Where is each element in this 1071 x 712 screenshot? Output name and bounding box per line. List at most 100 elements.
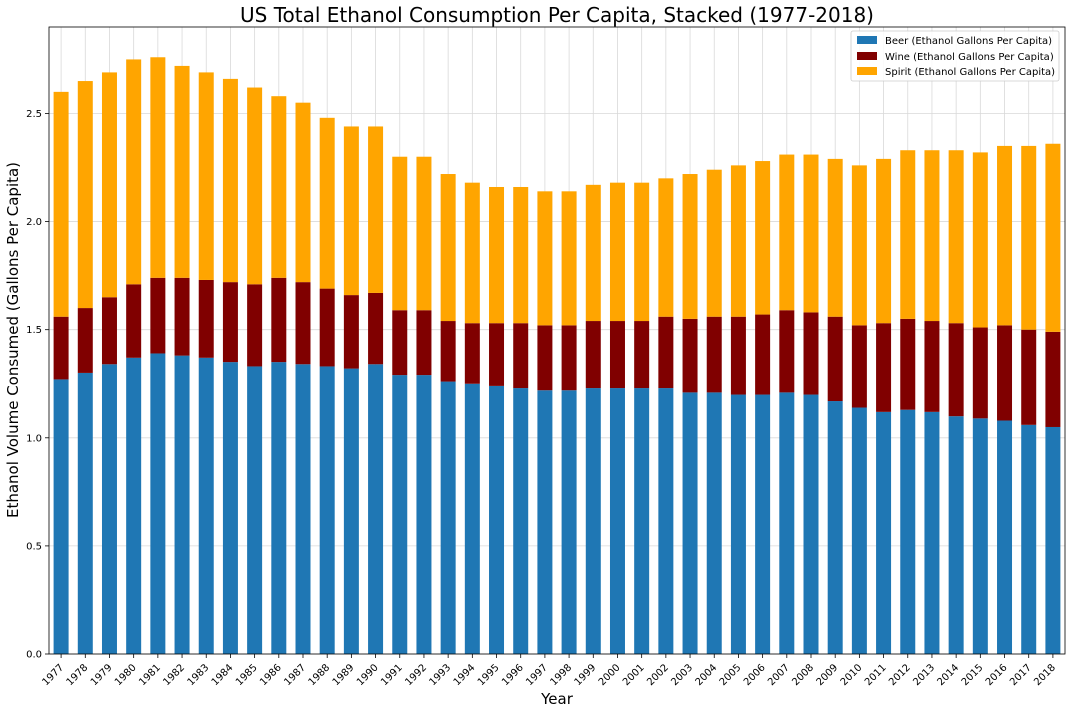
bar-beer-2010 (851, 407, 867, 654)
x-tick-label: 1980 (113, 662, 139, 688)
bar-beer-2008 (803, 394, 819, 654)
x-tick-label: 2009 (815, 662, 841, 688)
x-tick-label: 2004 (694, 662, 720, 688)
x-tick-label: 2000 (597, 662, 623, 688)
bar-beer-2006 (755, 394, 771, 654)
bar-beer-2005 (730, 394, 746, 654)
bar-wine-2016 (997, 325, 1013, 421)
x-tick-label: 1979 (89, 662, 115, 688)
bars (53, 57, 1061, 654)
x-tick-label: 1993 (427, 662, 453, 688)
x-tick-label: 1982 (161, 662, 187, 688)
bar-spirit-2016 (997, 145, 1013, 326)
x-tick-label: 1988 (307, 662, 333, 688)
bar-beer-1994 (464, 383, 480, 654)
bar-spirit-1997 (537, 191, 553, 326)
bar-wine-2014 (948, 323, 964, 417)
bar-spirit-1988 (319, 117, 335, 289)
bar-beer-1985 (247, 366, 263, 654)
plot-frame (48, 26, 1066, 655)
bar-beer-1982 (174, 355, 190, 654)
x-tick-label: 2003 (669, 662, 695, 688)
bar-beer-1997 (537, 390, 553, 654)
x-tick-label: 1991 (379, 662, 405, 688)
bar-spirit-2009 (827, 158, 843, 317)
bar-wine-1999 (585, 321, 601, 389)
x-tick-label: 2013 (911, 662, 937, 688)
bar-wine-1979 (101, 297, 117, 365)
bar-beer-1993 (440, 381, 456, 654)
bar-spirit-1992 (416, 156, 432, 311)
x-tick-label: 2011 (863, 662, 889, 688)
y-axis-ticks: 0.0 0.5 1.0 1.5 2.0 2.5 (26, 109, 49, 661)
bar-beer-2007 (779, 392, 795, 654)
x-tick-label: 1981 (137, 662, 163, 688)
bar-beer-1987 (295, 364, 311, 654)
x-tick-label: 1977 (40, 662, 66, 688)
x-tick-label: 1984 (210, 662, 236, 688)
bar-wine-1977 (53, 316, 69, 380)
bar-wine-1989 (343, 295, 359, 369)
x-tick-label: 1999 (573, 662, 599, 688)
x-tick-label: 2015 (960, 662, 986, 688)
bar-spirit-2005 (730, 165, 746, 317)
legend: Beer (Ethanol Gallons Per Capita) Wine (… (850, 30, 1060, 82)
bar-spirit-1995 (489, 186, 505, 324)
legend-label-spirit: Spirit (Ethanol Gallons Per Capita) (885, 67, 1055, 78)
bar-wine-1987 (295, 282, 311, 365)
x-tick-label: 2006 (742, 662, 768, 688)
bar-wine-1982 (174, 277, 190, 356)
bar-beer-2009 (827, 401, 843, 654)
bar-spirit-2013 (924, 150, 940, 322)
x-tick-label: 2018 (1032, 662, 1058, 688)
x-axis-label: Year (540, 690, 574, 708)
bar-wine-1990 (368, 292, 384, 365)
bar-beer-2016 (997, 420, 1013, 654)
x-tick-label: 1985 (234, 662, 260, 688)
bar-spirit-2011 (876, 158, 892, 324)
bar-wine-2007 (779, 310, 795, 393)
bar-wine-2013 (924, 321, 940, 412)
bar-spirit-1998 (561, 191, 577, 326)
x-tick-label: 1990 (355, 662, 381, 688)
bar-wine-1992 (416, 310, 432, 376)
bar-spirit-2004 (706, 169, 722, 317)
bar-beer-1990 (368, 364, 384, 654)
bar-spirit-1989 (343, 126, 359, 296)
legend-swatch-beer (857, 36, 877, 44)
bar-wine-1997 (537, 325, 553, 391)
x-tick-label: 2010 (839, 662, 865, 688)
bar-spirit-1982 (174, 65, 190, 278)
bar-spirit-2002 (658, 178, 674, 317)
bar-spirit-2003 (682, 174, 698, 319)
bar-beer-1989 (343, 368, 359, 654)
bar-wine-2015 (972, 327, 988, 419)
bar-wine-2018 (1045, 331, 1061, 427)
x-tick-label: 1996 (500, 662, 526, 688)
x-tick-label: 2016 (984, 662, 1010, 688)
bar-spirit-2018 (1045, 143, 1061, 332)
bar-wine-1983 (198, 279, 214, 358)
bar-beer-2001 (634, 388, 650, 654)
bar-wine-1978 (77, 308, 93, 373)
bar-wine-1991 (392, 310, 408, 376)
x-tick-label: 1992 (403, 662, 429, 688)
y-tick-label: 0.0 (26, 650, 42, 661)
x-tick-label: 2017 (1008, 662, 1034, 688)
bar-beer-2014 (948, 416, 964, 654)
legend-label-beer: Beer (Ethanol Gallons Per Capita) (885, 36, 1052, 47)
legend-swatch-wine (857, 52, 877, 60)
bar-spirit-1996 (513, 186, 529, 324)
bar-spirit-2010 (851, 165, 867, 326)
bar-spirit-1985 (247, 87, 263, 285)
bar-beer-1998 (561, 390, 577, 654)
bar-beer-1980 (126, 357, 142, 654)
bar-beer-2012 (900, 409, 916, 654)
bar-beer-2003 (682, 392, 698, 654)
x-tick-label: 1978 (65, 662, 91, 688)
bar-spirit-1983 (198, 72, 214, 280)
bar-wine-1994 (464, 323, 480, 384)
x-tick-label: 2002 (645, 662, 671, 688)
bar-wine-2000 (609, 321, 625, 389)
bar-wine-2003 (682, 318, 698, 393)
